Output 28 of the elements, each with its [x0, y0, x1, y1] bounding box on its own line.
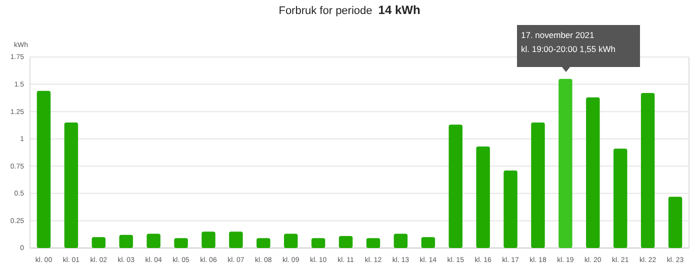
bar [256, 238, 270, 248]
bar [64, 122, 78, 248]
bar [284, 234, 298, 248]
bar [202, 232, 216, 248]
text: kl. 19:00-20:00 1,55 kWh [521, 44, 616, 54]
bar [366, 238, 380, 248]
bar [531, 122, 545, 248]
chart-subtitle: 14 kWh [378, 3, 420, 17]
bar [36, 90, 51, 248]
bar [448, 124, 462, 248]
bar [504, 170, 518, 248]
bar [668, 196, 682, 248]
bar [311, 238, 326, 248]
bar [421, 237, 436, 248]
bar [640, 93, 655, 248]
bar [338, 236, 353, 248]
bar [119, 234, 133, 248]
bar [558, 78, 572, 248]
bar [174, 238, 188, 248]
bar [146, 234, 160, 248]
bar [613, 148, 628, 248]
bar [476, 146, 490, 248]
text: 17. november 2021 [521, 30, 595, 40]
bar [92, 237, 106, 248]
bar [229, 232, 243, 248]
bar [394, 234, 408, 248]
chart-title: Forbruk for periode [278, 5, 372, 17]
bar [586, 97, 600, 248]
